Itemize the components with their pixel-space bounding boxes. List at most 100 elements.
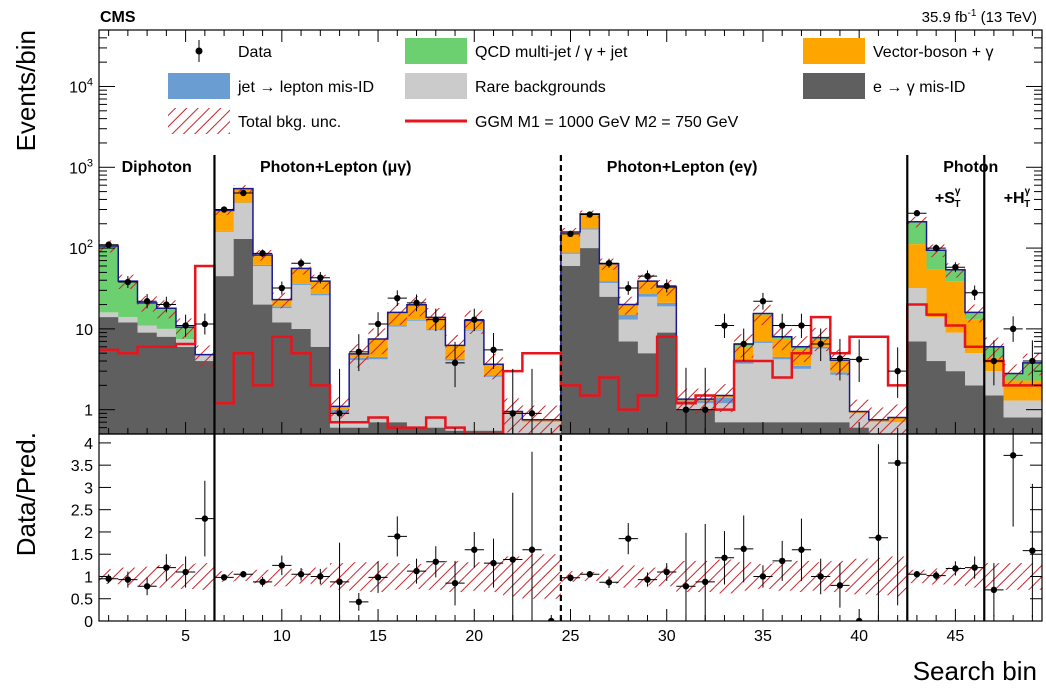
legend-label: GGM M1 = 1000 GeV M2 = 750 GeV [475,114,739,131]
jet-lepton-misid-bar [772,356,793,360]
egamma-misid-bar [1003,417,1024,434]
x-tick-label: 25 [562,628,580,645]
experiment-label: CMS [100,9,136,26]
data-point [836,355,844,362]
egamma-misid-bar [118,322,138,434]
egamma-misid-bar [272,322,292,434]
egamma-misid-bar [869,434,889,439]
vector-boson-bar [945,281,966,333]
y-tick-label: 102 [69,238,93,258]
rare-bkg-bar [637,296,658,354]
jet-lepton-misid-bar [291,283,312,285]
data-point [201,320,209,328]
ratio-point [721,554,728,561]
rare-bkg-bar [483,376,504,431]
jet-lepton-misid-bar [791,365,812,369]
ratio-point [605,579,613,586]
ratio-point [413,567,420,575]
egamma-misid-bar [522,434,542,439]
ratio-panel-plot-area [99,434,1042,621]
jet-lepton-misid-bar [406,319,427,321]
data-point [778,322,786,329]
egamma-misid-bar [99,317,119,434]
x-tick-label: 35 [754,628,772,645]
jet-lepton-misid-bar [734,361,754,364]
total-unc-band [753,304,773,326]
data-point [952,263,959,271]
ratio-unc-band [195,563,215,590]
egamma-misid-bar [175,346,196,434]
ratio-unc-band [1003,563,1023,590]
legend-swatch [803,73,865,99]
axes: 5 10 15 20 25 30 35 40 45 1 10 102 103 104 0 0.5 1 1.5 2 2.… [69,29,1042,645]
egamma-misid-bar [310,346,331,434]
ratio-point [682,583,690,590]
legend-label: Data [238,44,272,61]
egamma-misid-bar [926,361,947,434]
ratio-point [1029,547,1036,554]
data-point [105,241,112,248]
jet-lepton-misid-bar [387,325,408,327]
legend-label: QCD multi-jet / γ + jet [475,44,628,61]
legend-swatch [405,73,467,99]
ratio-point [567,574,574,582]
ratio-unc-band [541,554,561,599]
ratio-point [490,559,497,567]
region-label: Photon [943,159,998,176]
ratio-point [702,578,709,586]
ratio-y-tick-label: 1.5 [71,547,93,564]
ratio-point [798,546,805,553]
total-unc-band [272,292,292,309]
rare-bkg-bar [426,330,446,428]
x-tick-label: 5 [181,628,190,645]
egamma-misid-bar [965,385,985,434]
ratio-point [971,564,978,571]
x-tick-label: 10 [273,628,291,645]
ratio-y-tick-label: 2 [84,525,93,542]
jet-lepton-misid-bar [560,252,581,254]
data-point [220,206,228,213]
rare-bkg-bar [734,363,754,423]
ratio-unc-band [272,566,292,587]
ratio-point [259,578,266,586]
egamma-misid-bar [560,266,581,434]
ratio-unc-band [849,558,869,595]
ratio-unc-band [945,567,966,586]
data-point [374,320,382,328]
legend-swatch [405,38,467,64]
ratio-unc-band [349,562,369,591]
data-point [740,340,747,348]
ratio-point [836,582,844,589]
x-tick-label: 30 [658,628,676,645]
y-tick-label: 104 [69,76,93,96]
legend-label: e → γ mis-ID [873,79,965,96]
rare-bkg-bar [580,229,600,249]
x-tick-label: 40 [850,628,868,645]
legend-label: Vector-boson + γ [873,44,994,61]
ratio-point [740,545,747,553]
data-point [586,211,593,218]
rare-bkg-bar [830,374,850,423]
rare-bkg-bar [214,231,235,277]
ratio-point [913,571,921,578]
x-tick-label: 20 [465,628,483,645]
egamma-misid-bar [252,304,273,434]
egamma-misid-bar [233,238,254,434]
data-point [432,316,439,323]
rare-bkg-bar [464,330,485,431]
ratio-point [759,573,767,580]
rare-bkg-bar [791,368,812,423]
rare-bkg-bar [1003,400,1024,418]
rare-bkg-bar [99,312,119,318]
ratio-unc-band [387,563,407,590]
ratio-point [1009,452,1017,459]
ratio-y-tick-label: 0.5 [71,592,93,609]
data-point [702,406,709,413]
rare-bkg-bar [599,282,620,297]
egamma-misid-bar [214,276,235,434]
jet-lepton-misid-bar [753,341,773,343]
region-labels: Diphoton Photon+Lepton (μγ) Photon+Lepton … [122,159,1031,210]
egamma-misid-bar [580,248,600,434]
ratio-point [163,564,170,571]
region-label: Photon+Lepton (eγ) [607,159,758,176]
